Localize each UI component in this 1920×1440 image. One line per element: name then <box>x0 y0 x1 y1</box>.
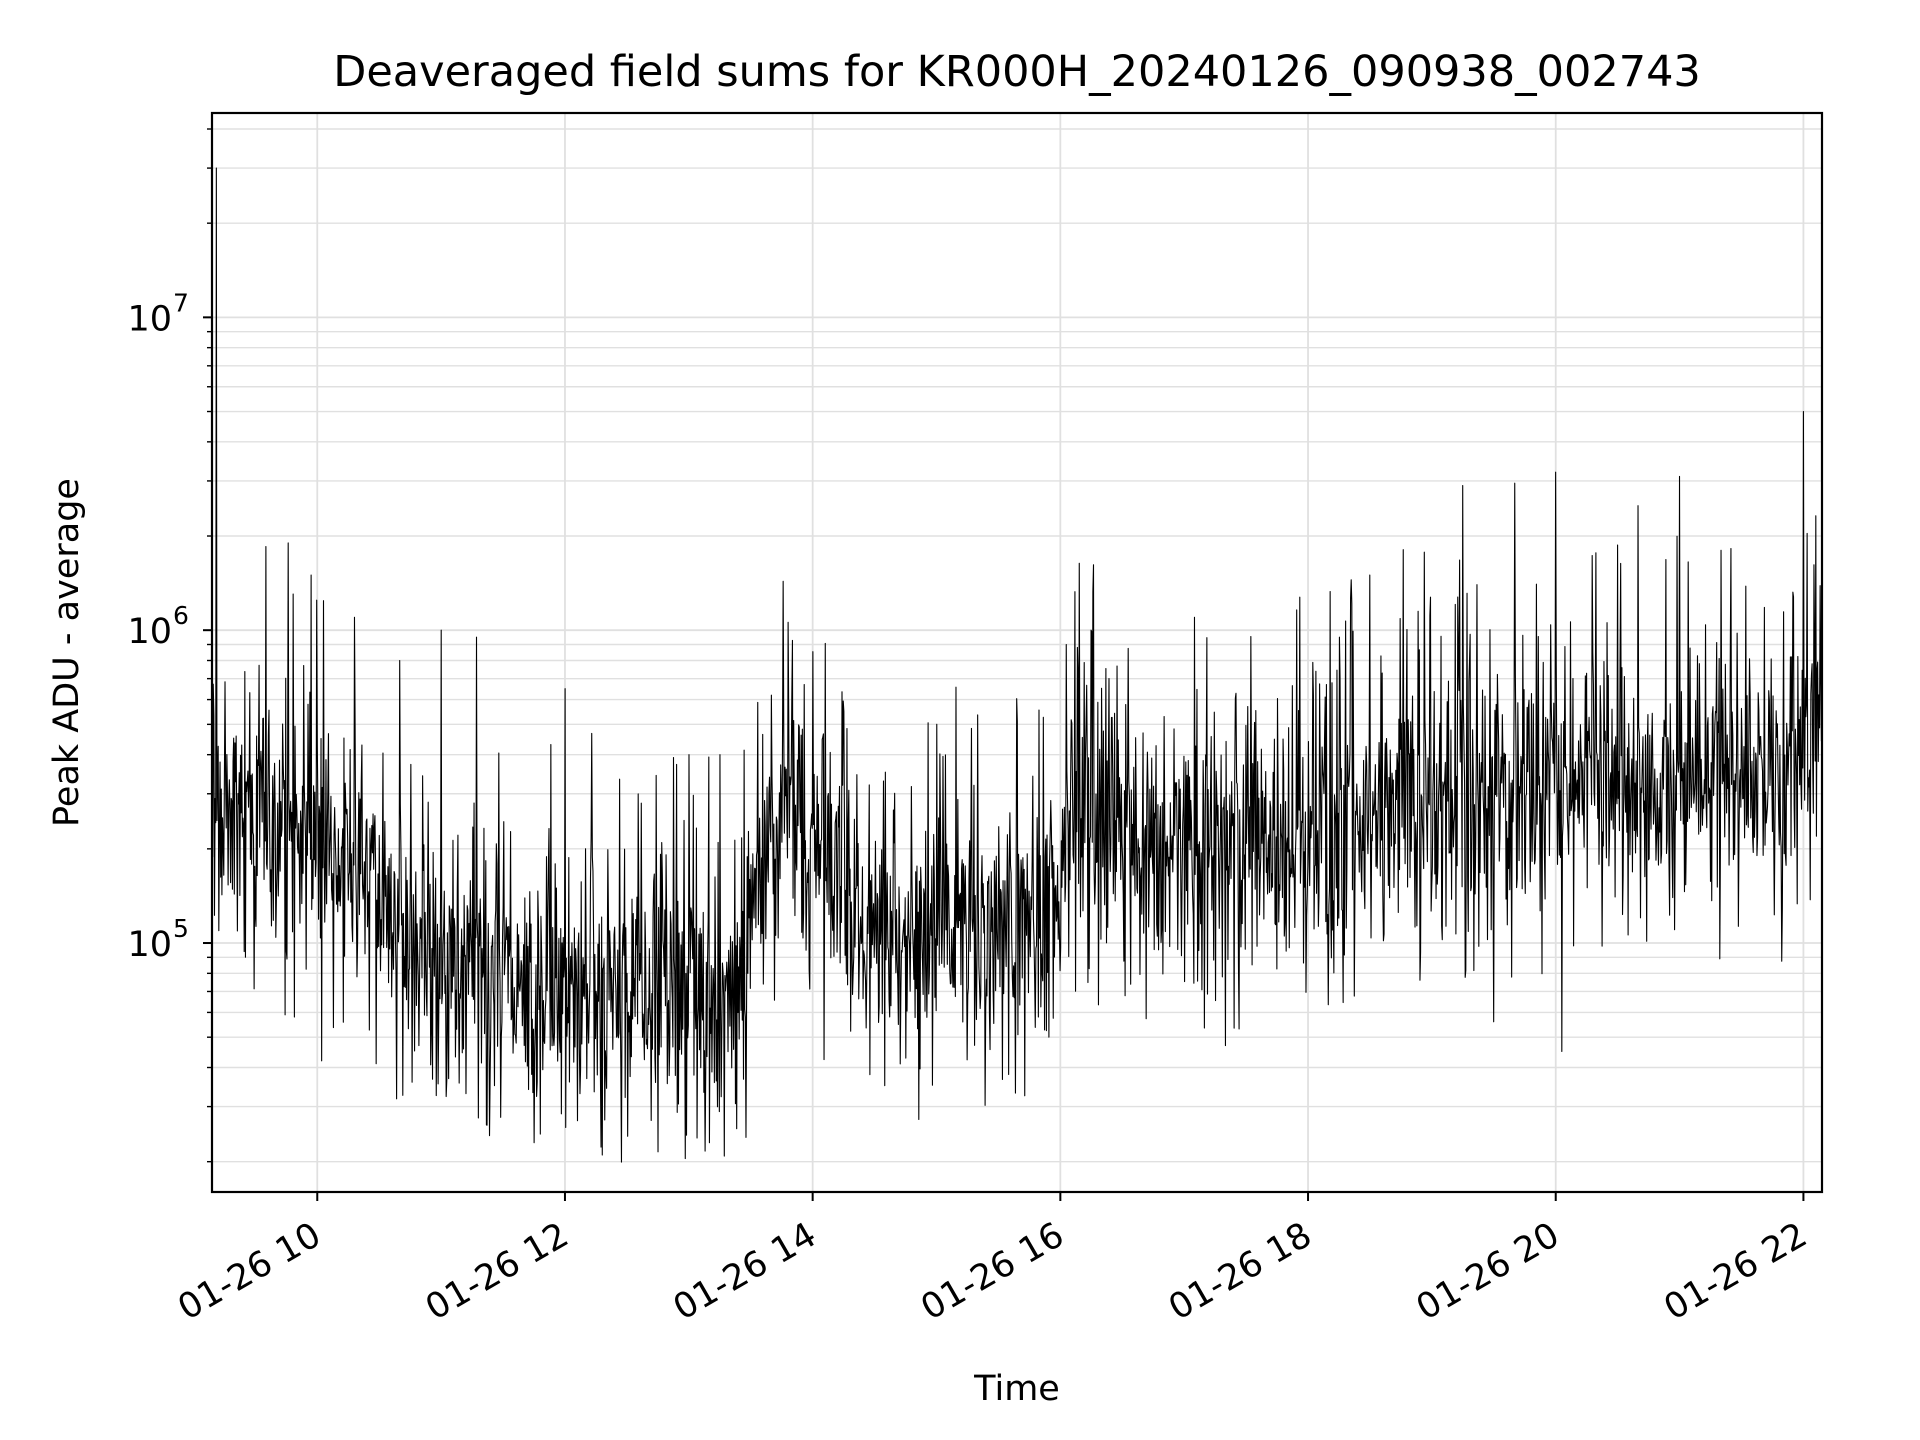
series <box>211 167 1823 1163</box>
x-axis-label: Time <box>973 1369 1060 1409</box>
y-tick-exponent: 7 <box>173 288 189 317</box>
y-tick-exponent: 5 <box>173 914 189 943</box>
chart-title: Deaveraged field sums for KR000H_2024012… <box>333 47 1701 97</box>
y-axis-label: Peak ADU - average <box>47 478 87 827</box>
y-tick-label: 10 <box>127 299 172 339</box>
y-tick-label: 10 <box>127 612 172 652</box>
series-line <box>211 167 1823 1163</box>
axes-frame <box>210 111 1824 1194</box>
y-tick-exponent: 6 <box>173 601 189 630</box>
ticks <box>203 128 1805 1201</box>
y-tick-label: 10 <box>127 925 172 965</box>
